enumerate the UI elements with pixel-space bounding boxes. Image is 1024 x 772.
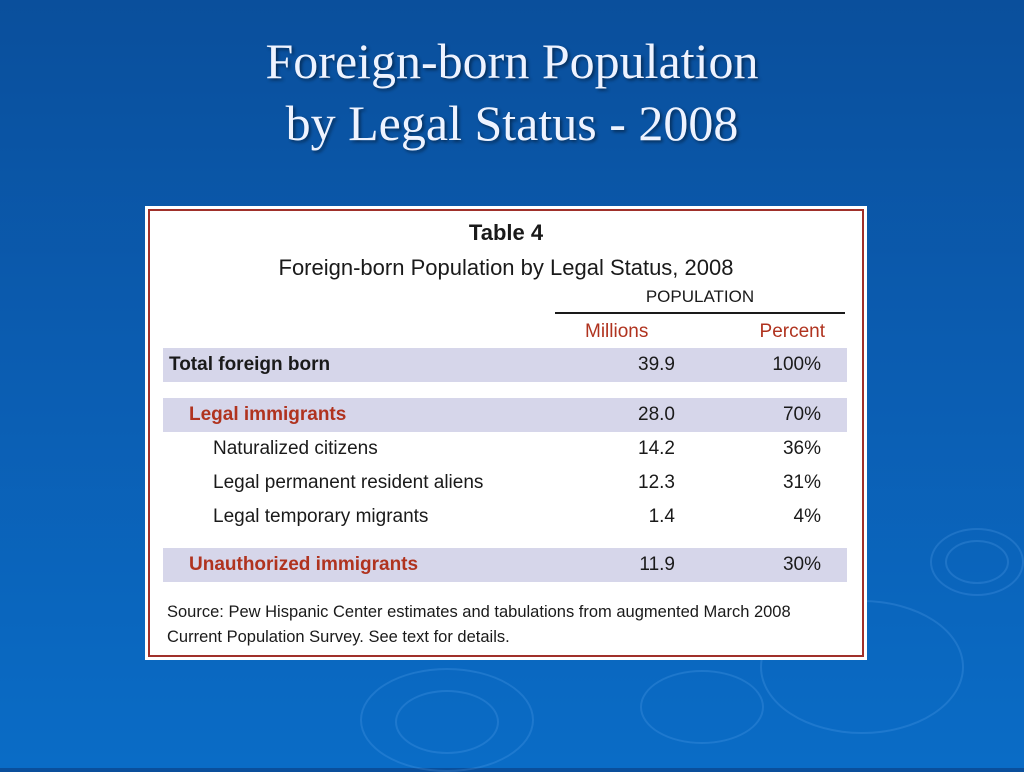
slide-title: Foreign-born Population by Legal Status … — [0, 30, 1024, 154]
row-percent: 30% — [782, 554, 821, 575]
table-row: Legal temporary migrants 1.4 4% — [163, 500, 847, 534]
column-header-millions: Millions — [585, 321, 649, 342]
row-percent: 4% — [793, 506, 821, 527]
table-row: Unauthorized immigrants 11.9 30% — [163, 548, 847, 582]
row-percent: 70% — [782, 404, 821, 425]
table-row: Naturalized citizens 14.2 36% — [163, 432, 847, 466]
table-subtitle: Foreign-born Population by Legal Status,… — [278, 255, 734, 280]
source-note: Source: Pew Hispanic Center estimates an… — [167, 600, 857, 650]
population-group-header: POPULATION — [645, 287, 755, 306]
row-percent: 36% — [782, 438, 821, 459]
table-row: Total foreign born 39.9 100% — [163, 348, 847, 382]
row-label: Legal permanent resident aliens — [213, 472, 484, 493]
row-millions: 39.9 — [638, 354, 675, 375]
row-label: Unauthorized immigrants — [189, 554, 419, 575]
row-millions: 11.9 — [639, 554, 675, 575]
population-table: Table 4 Foreign-born Population by Legal… — [145, 206, 867, 660]
slide-title-line-2: by Legal Status - 2008 — [285, 95, 739, 151]
source-line-2: Current Population Survey. See text for … — [167, 628, 510, 646]
row-percent: 31% — [782, 472, 821, 493]
row-millions: 28.0 — [638, 404, 675, 425]
column-header-percent: Percent — [759, 321, 825, 342]
ripple-decoration — [930, 528, 1024, 596]
row-millions: 1.4 — [648, 506, 675, 527]
table-border — [148, 209, 864, 657]
row-label: Naturalized citizens — [213, 438, 378, 459]
table-row: Legal permanent resident aliens 12.3 31% — [163, 466, 847, 500]
row-millions: 12.3 — [638, 472, 675, 493]
row-label: Legal immigrants — [189, 404, 347, 425]
row-percent: 100% — [772, 354, 821, 375]
source-line-1: Source: Pew Hispanic Center estimates an… — [167, 603, 791, 621]
slide-title-line-1: Foreign-born Population — [265, 33, 759, 89]
table-title: Table 4 — [468, 220, 544, 245]
row-label: Total foreign born — [169, 354, 331, 375]
ripple-decoration — [360, 668, 534, 772]
row-millions: 14.2 — [638, 438, 675, 459]
header-rule — [555, 312, 845, 314]
ripple-decoration — [640, 670, 764, 744]
row-label: Legal temporary migrants — [213, 506, 429, 527]
table-row: Legal immigrants 28.0 70% — [163, 398, 847, 432]
